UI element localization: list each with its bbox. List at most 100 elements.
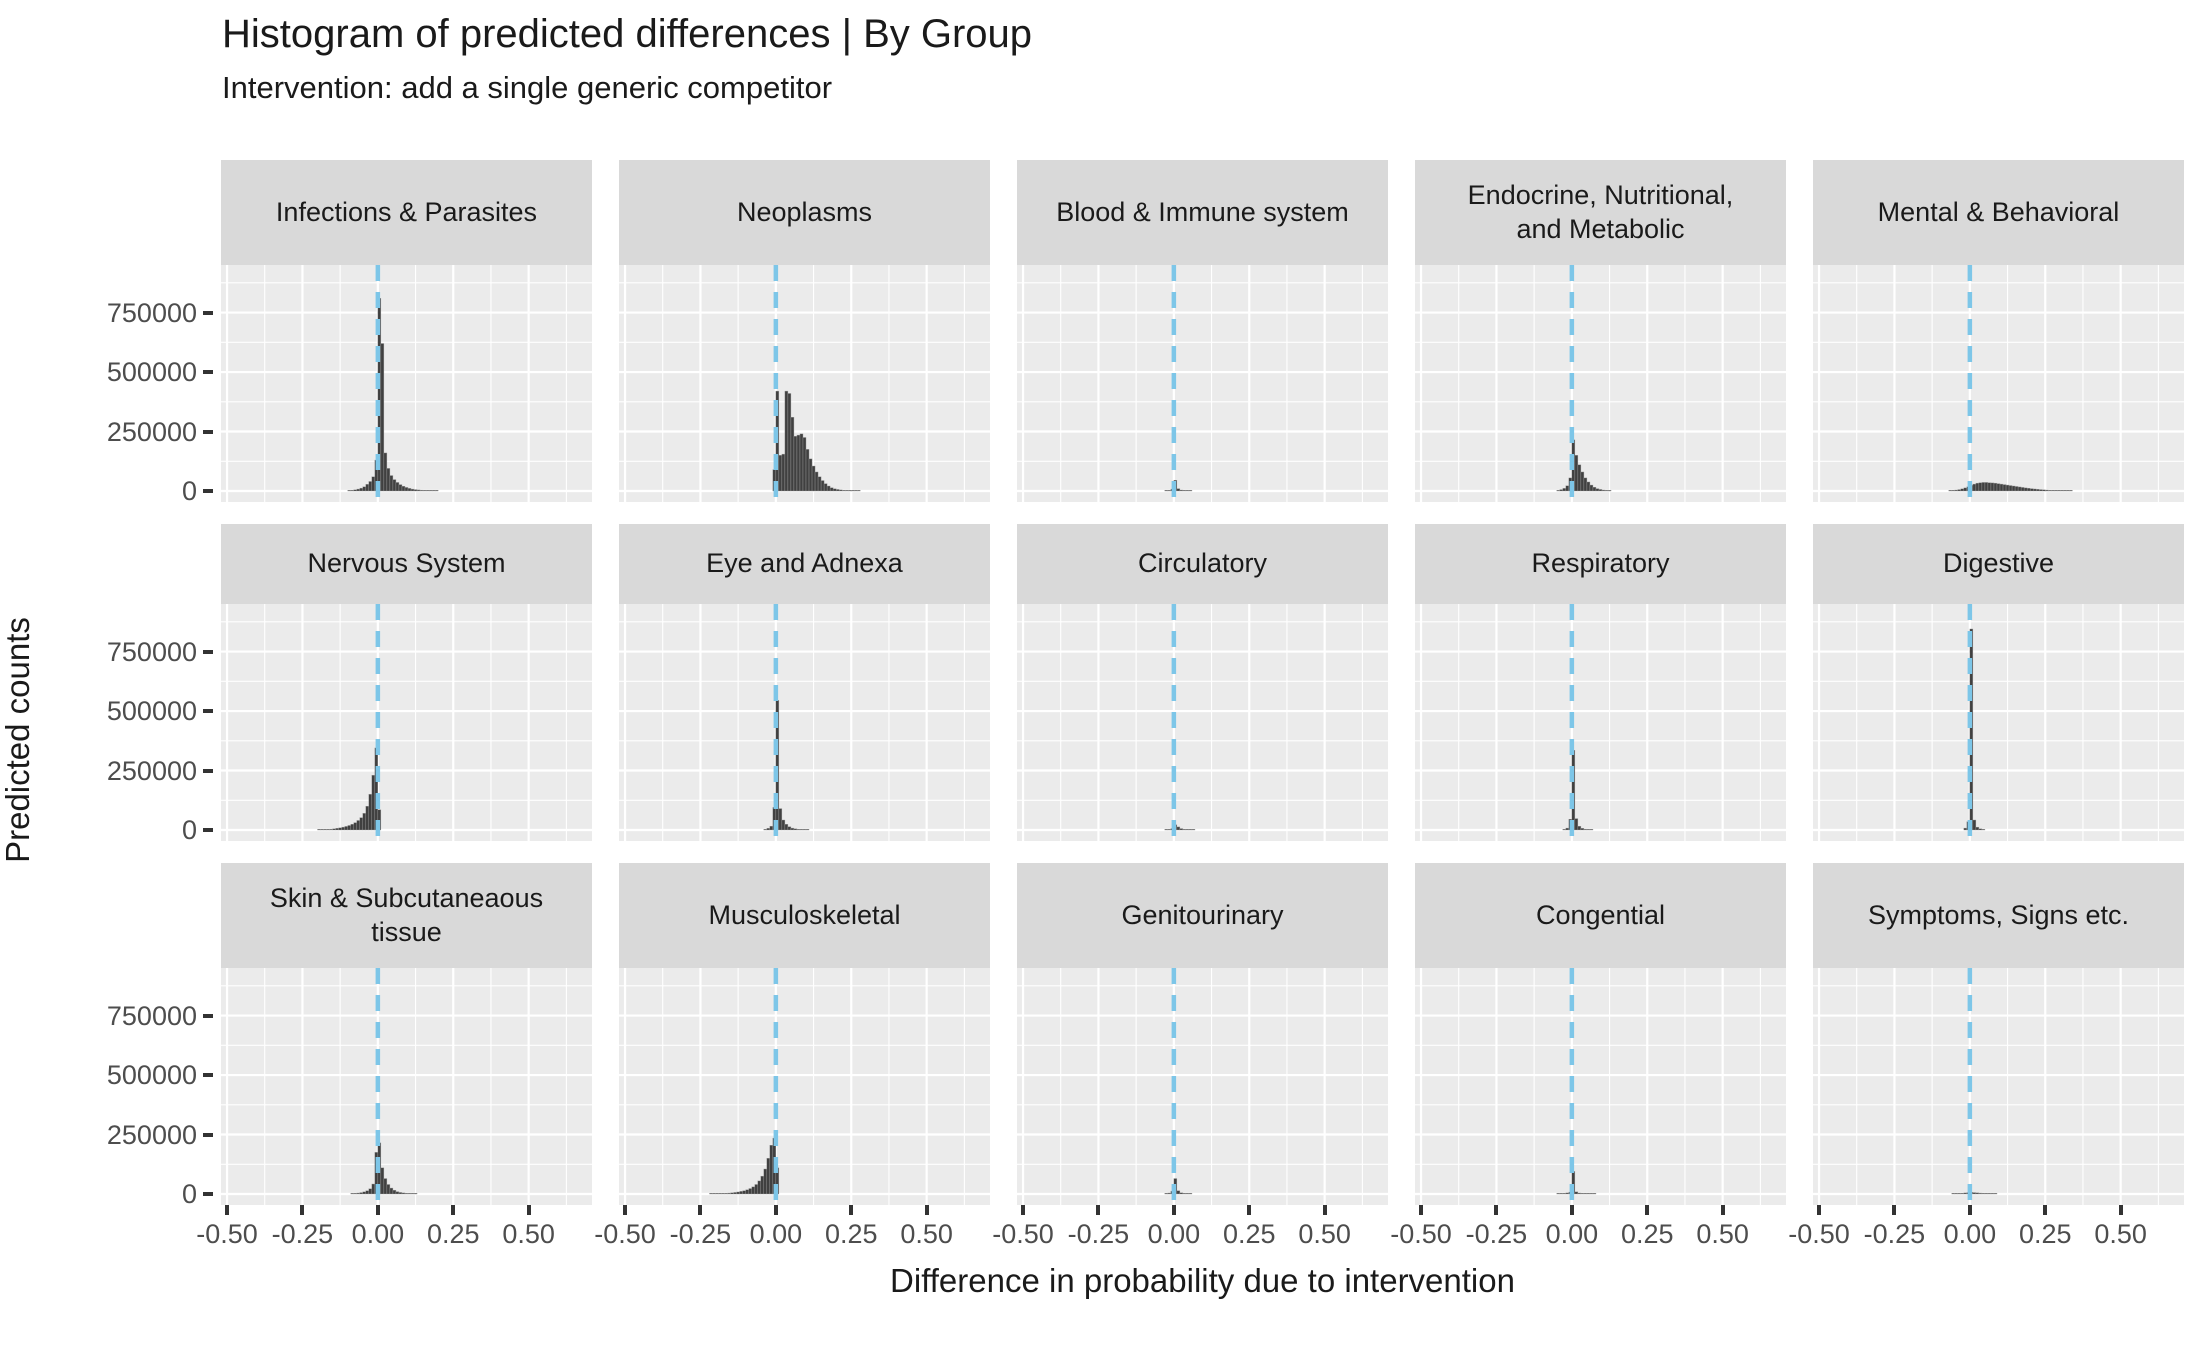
facet-strip: Digestive: [1813, 524, 2184, 604]
histogram-bar: [787, 393, 792, 492]
histogram-bar: [380, 1167, 385, 1195]
histogram-svg: [619, 604, 990, 841]
histogram-bar: [368, 794, 373, 831]
histogram-bar: [739, 1191, 743, 1195]
histogram-bar: [742, 1190, 746, 1195]
histogram-bar: [842, 489, 846, 492]
x-tick-mark: [1171, 1205, 1176, 1215]
histogram-bar: [838, 489, 843, 492]
histogram-bar: [332, 828, 336, 831]
x-tick-label: -0.25: [271, 1219, 334, 1249]
histogram-bar: [326, 828, 330, 831]
facet-strip-label: Skin & Subcutaneaous tissue: [269, 882, 544, 947]
histogram-bar: [778, 455, 783, 492]
panel-background: [1415, 604, 1786, 841]
histogram-bar: [1993, 1192, 1998, 1195]
histogram-bar: [835, 489, 840, 492]
chart-title: Histogram of predicted differences | By …: [222, 12, 1033, 56]
histogram-bar: [1984, 1192, 1989, 1195]
y-tick-label: 250000: [106, 416, 197, 447]
panel-background: [221, 968, 592, 1205]
histogram-bar: [386, 468, 391, 492]
histogram-bar: [1179, 828, 1184, 831]
histogram-bar: [1978, 482, 1983, 492]
facet-strip: Blood & Immune system: [1017, 160, 1388, 265]
histogram-bar: [826, 485, 831, 492]
facet-panel: [1017, 604, 1388, 841]
histogram-bar: [2002, 484, 2007, 492]
panel-background: [619, 604, 990, 841]
histogram-svg: [1017, 968, 1388, 1205]
histogram-bar: [1571, 750, 1576, 831]
histogram-bar: [2032, 488, 2037, 492]
histogram-bar: [1559, 1192, 1563, 1195]
y-tick-mark: [203, 370, 213, 375]
histogram-bar: [434, 489, 439, 492]
histogram-bar: [1975, 826, 1980, 831]
facet-strip: Congential: [1415, 863, 1786, 968]
histogram-bar: [401, 1192, 406, 1195]
histogram-bar: [2045, 489, 2049, 492]
histogram-bar: [1592, 486, 1597, 492]
panel-background: [1017, 968, 1388, 1205]
histogram-bar: [1164, 1192, 1169, 1195]
histogram-bar: [335, 828, 339, 831]
y-tick-mark: [203, 310, 213, 315]
histogram-bar: [1963, 827, 1968, 831]
x-tick-label: -0.50: [1390, 1219, 1452, 1249]
histogram-bar: [365, 806, 369, 831]
facet-panel: [1415, 604, 1786, 841]
histogram-bar: [1185, 489, 1190, 492]
x-tick-label: 0.50: [2094, 1219, 2147, 1249]
y-tick-label: 0: [181, 1179, 197, 1209]
histogram-bar: [724, 1192, 728, 1195]
histogram-bar: [431, 489, 436, 492]
histogram-bar: [371, 775, 376, 831]
histogram-bar: [784, 390, 789, 492]
histogram-bar: [802, 437, 807, 492]
histogram-bar: [356, 1192, 360, 1195]
histogram-bar: [1191, 828, 1196, 831]
histogram-bar: [745, 1189, 749, 1195]
histogram-bar: [709, 1192, 713, 1195]
histogram-bar: [1580, 1192, 1585, 1195]
histogram-bar: [1577, 1192, 1582, 1195]
x-tick-label: 0.00: [351, 1219, 405, 1249]
y-tick-label: 0: [181, 815, 197, 845]
histogram-bar: [1188, 489, 1193, 492]
histogram-bar: [1954, 1192, 1958, 1195]
panel-background: [1415, 968, 1786, 1205]
histogram-bar: [371, 476, 376, 492]
x-tick-label: -0.50: [992, 1219, 1054, 1249]
x-tick-mark: [849, 1205, 854, 1215]
histogram-bar: [2057, 489, 2061, 492]
histogram-bar: [848, 489, 852, 492]
histogram-bar: [365, 484, 369, 492]
histogram-bar: [1167, 828, 1172, 831]
histogram-bar: [1957, 489, 1961, 492]
histogram-bar: [2069, 489, 2073, 492]
histogram-bar: [356, 820, 360, 831]
x-tick-mark: [2118, 1205, 2123, 1215]
histogram-bar: [368, 481, 373, 492]
x-tick-label: 0.50: [1696, 1219, 1749, 1249]
facet-strip-label: Infections & Parasites: [275, 196, 538, 227]
x-tick-label: 0.25: [824, 1219, 878, 1249]
histogram-bar: [1963, 1192, 1968, 1195]
histogram-bar: [1586, 481, 1591, 492]
histogram-bar: [1993, 482, 1998, 492]
histogram-svg: [619, 968, 990, 1205]
histogram-bar: [736, 1191, 740, 1195]
facet-strip: Infections & Parasites: [221, 160, 592, 265]
histogram-bar: [2063, 489, 2067, 492]
y-axis-title: Predicted counts: [0, 617, 36, 863]
histogram-bar: [829, 487, 834, 492]
facet-strip: Eye and Adnexa: [619, 524, 990, 604]
y-tick-mark: [203, 768, 213, 773]
histogram-bar: [1951, 489, 1955, 492]
histogram-bar: [1179, 1192, 1184, 1195]
x-tick-mark: [375, 1205, 380, 1215]
histogram-bar: [1556, 1192, 1560, 1195]
histogram-bar: [329, 828, 333, 831]
